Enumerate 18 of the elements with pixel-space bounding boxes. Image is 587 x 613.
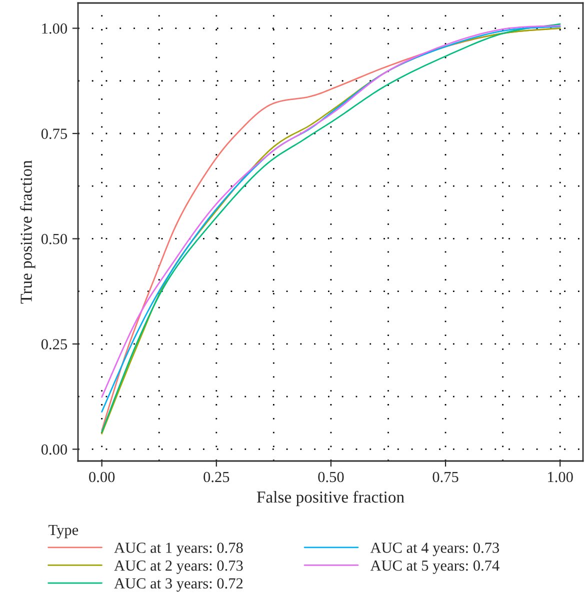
y-tick-label: 0.25 <box>41 339 67 350</box>
legend-label: AUC at 1 years: 0.78 <box>114 542 243 556</box>
y-tick-label: 0.75 <box>41 128 67 140</box>
x-axis-title: False positive fraction <box>256 490 404 506</box>
legend-label: AUC at 2 years: 0.73 <box>114 560 243 574</box>
x-tick-label: 0.00 <box>89 472 115 482</box>
x-tick-label: 0.75 <box>432 472 458 482</box>
legend-label: AUC at 3 years: 0.72 <box>114 578 243 592</box>
y-tick-label: 0.00 <box>41 444 67 455</box>
legend-label: AUC at 5 years: 0.74 <box>370 560 500 574</box>
y-tick-label: 0.50 <box>41 234 67 244</box>
legend-label: AUC at 4 years: 0.73 <box>370 542 500 556</box>
y-axis-title: True positive fraction <box>20 160 36 304</box>
x-tick-label: 0.50 <box>318 472 344 482</box>
x-tick-label: 0.25 <box>204 472 230 482</box>
y-tick-label: 1.00 <box>42 23 67 34</box>
x-tick-label: 1.00 <box>548 472 573 482</box>
legend-title: Type <box>48 524 78 538</box>
